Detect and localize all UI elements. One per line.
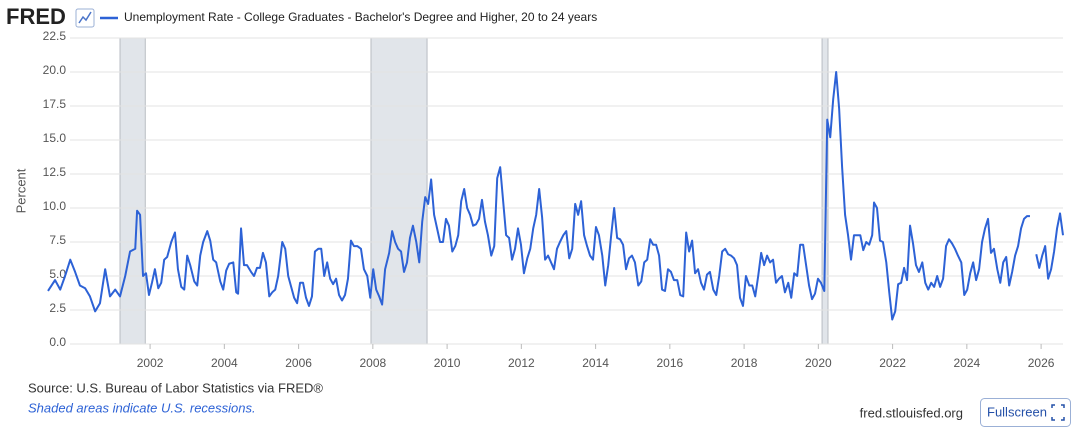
legend-label: Unemployment Rate - College Graduates - …	[124, 10, 597, 24]
series-line	[47, 71, 1064, 321]
source: Source: U.S. Bureau of Labor Statistics …	[28, 380, 323, 395]
site-link[interactable]: fred.stlouisfed.org	[860, 405, 963, 420]
y-tick-label: 0.0	[49, 335, 66, 349]
x-tick-label: 2016	[656, 356, 683, 370]
y-axis-label: Percent	[13, 168, 28, 213]
y-tick-label: 20.0	[43, 63, 67, 77]
fullscreen-button[interactable]: Fullscreen	[980, 398, 1071, 427]
fullscreen-icon[interactable]	[1051, 404, 1065, 421]
y-tick-label: 17.5	[43, 97, 67, 111]
fullscreen-label[interactable]: Fullscreen	[987, 404, 1047, 419]
x-tick-label: 2020	[805, 356, 832, 370]
y-tick-label: 12.5	[43, 165, 67, 179]
recession-band	[119, 37, 146, 345]
x-tick-label: 2012	[508, 356, 535, 370]
y-tick-label: 10.0	[43, 199, 67, 213]
x-tick-label: 2010	[434, 356, 461, 370]
x-tick-label: 2014	[582, 356, 609, 370]
x-tick-label: 2006	[285, 356, 312, 370]
y-tick-label: 5.0	[49, 267, 66, 281]
x-tick-label: 2026	[1028, 356, 1055, 370]
y-tick-label: 2.5	[49, 301, 66, 315]
plot: 0.0 2.5 5.0 7.5 10.0 12.5 15.0 17.5 20.0 22.5 2002…	[43, 29, 1064, 370]
x-tick-label: 2008	[359, 356, 386, 370]
y-tick-label: 15.0	[43, 131, 67, 145]
y-tick-label: 22.5	[43, 29, 67, 43]
x-tick-label: 2022	[879, 356, 906, 370]
logo-icon	[75, 8, 95, 28]
x-tick-label: 2002	[137, 356, 164, 370]
x-tick-label: 2018	[731, 356, 758, 370]
logo: FRED	[6, 4, 66, 29]
recession-note: Shaded areas indicate U.S. recessions.	[28, 400, 256, 415]
x-tick-label: 2024	[953, 356, 980, 370]
x-tick-label: 2004	[211, 356, 238, 370]
y-tick-label: 7.5	[49, 233, 66, 247]
